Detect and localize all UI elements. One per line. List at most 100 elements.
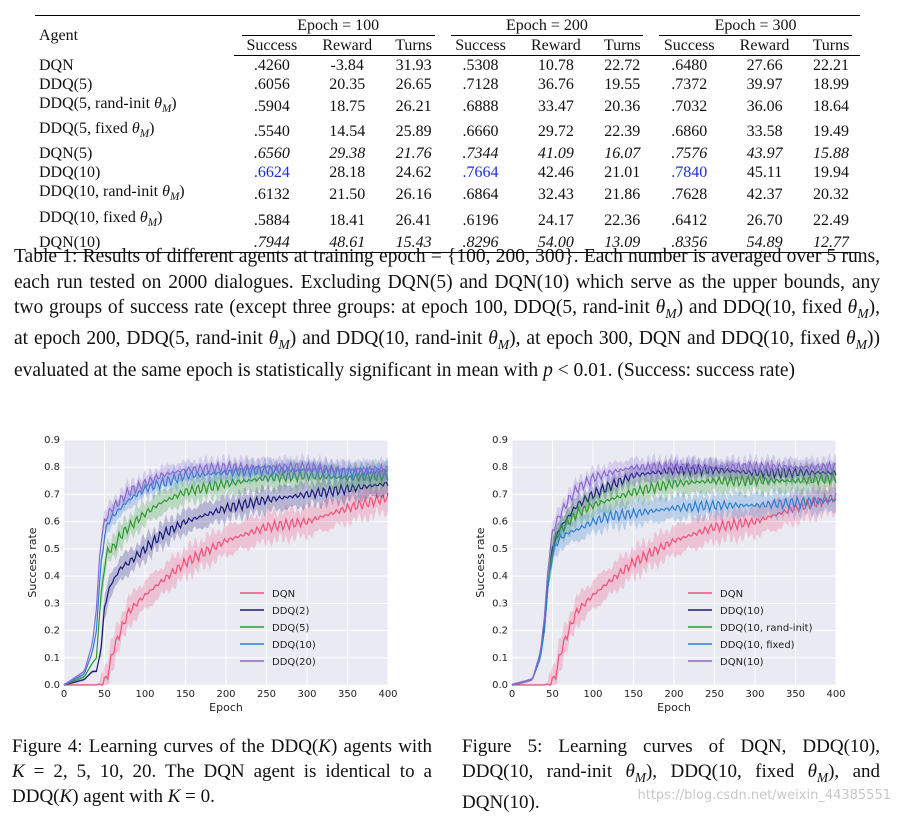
agent-name: DQN(5)	[39, 145, 93, 163]
table-cell: .5308	[462, 57, 499, 74]
legend-entry: DQN	[720, 589, 743, 600]
agent-name: DDQ(10, rand-init θM)	[39, 183, 185, 204]
table-cell: 20.36	[604, 98, 641, 116]
y-tick-label: 0.2	[492, 626, 508, 637]
table-row: DDQ(5) .6056 20.35 26.65 .7128 36.76 19.55 .737…	[35, 75, 860, 94]
col-reward: Reward	[518, 36, 594, 56]
x-tick-label: 50	[98, 689, 111, 700]
table-cell: 12.77	[801, 232, 860, 253]
y-tick-label: 0.1	[44, 653, 60, 664]
x-tick-label: 350	[338, 689, 357, 700]
series-line	[64, 492, 389, 686]
legend-entry: DDQ(2)	[272, 606, 310, 617]
table-cell: 28.18	[329, 164, 366, 182]
table-cell: 22.72	[604, 57, 641, 74]
table-row: DQN .4260 -3.84 31.93 .5308 10.78 22.72 .6480 27…	[35, 56, 860, 76]
table-cell: 22.21	[812, 57, 849, 74]
figure-5-chart: 0.0 0.1 0.2 0.3 0.4 0.5 0.6 0.7 0.8 0.9 0 50 100 150 2…	[474, 435, 846, 714]
y-tick-label: 0.2	[44, 626, 60, 637]
table-cell: .6864	[462, 186, 499, 204]
agent-name: DDQ(5, fixed θM)	[39, 120, 155, 141]
table-cell: 19.49	[812, 123, 849, 141]
table-cell: 20.32	[812, 186, 849, 204]
series-band	[512, 484, 836, 685]
series-band	[64, 452, 388, 685]
table-cell: 26.41	[395, 211, 432, 229]
col-turns: Turns	[593, 36, 652, 56]
figure-4-caption: Figure 4: Learning curves of the DDQ(K) …	[12, 736, 432, 807]
epoch-group-100: Epoch = 100	[233, 15, 443, 36]
agent-name: DQN	[39, 56, 74, 74]
x-tick-label: 150	[624, 689, 643, 700]
table-cell: 42.46	[537, 164, 574, 182]
y-tick-label: 0.7	[492, 489, 508, 500]
table-cell: 26.65	[395, 76, 432, 93]
table-cell: .7944	[233, 232, 310, 253]
table-cell: 18.99	[812, 76, 849, 93]
col-turns: Turns	[801, 36, 860, 56]
x-axis-label: Epoch	[657, 701, 691, 714]
x-tick-label: 400	[378, 689, 397, 700]
y-tick-label: 0.1	[492, 653, 508, 664]
y-tick-label: 0.0	[492, 680, 508, 691]
table-cell: 36.06	[746, 98, 783, 116]
table-cell: 48.61	[309, 232, 385, 253]
series-band	[64, 476, 388, 685]
results-table: Agent Epoch = 100 Epoch = 200 Epoch = 30…	[35, 15, 860, 253]
table-row: DDQ(5, rand-init θM) .5904 18.75 26.21 .6888…	[35, 94, 860, 119]
table-caption: Table 1: Results of different agents at …	[14, 246, 880, 381]
x-tick-label: 250	[257, 689, 276, 700]
y-tick-label: 0.5	[44, 544, 60, 555]
table-cell: .5904	[253, 98, 290, 116]
table-cell: .4260	[253, 57, 290, 74]
x-tick-label: 200	[216, 689, 235, 700]
table-cell: 15.88	[812, 145, 849, 163]
table-row: DDQ(5, fixed θM) .5540 14.54 25.89 .6660 29.7…	[35, 119, 860, 144]
table-cell: .7628	[671, 186, 708, 204]
legend-entry: DDQ(10)	[720, 606, 764, 617]
y-tick-label: 0.6	[492, 517, 508, 528]
agent-header: Agent	[35, 15, 234, 56]
table-row: DQN(10) .7944 48.61 15.43.8296 54.00 13.09.83…	[35, 232, 860, 253]
figure-4-chart: 0.0 0.1 0.2 0.3 0.4 0.5 0.6 0.7 0.8 0.9 0 50 100 150 2…	[26, 435, 398, 714]
table-cell: .6560	[253, 145, 290, 163]
y-tick-label: 0.4	[44, 571, 60, 582]
y-tick-label: 0.0	[44, 680, 60, 691]
table-cell: 16.07	[604, 145, 641, 163]
x-tick-label: 100	[135, 689, 154, 700]
x-tick-label: 400	[826, 689, 845, 700]
table-cell: 19.94	[812, 164, 849, 182]
table-cell: 21.01	[604, 164, 641, 182]
figure-4: 0.0 0.1 0.2 0.3 0.4 0.5 0.6 0.7 0.8 0.9 0 50 100 150 2…	[10, 430, 410, 720]
y-tick-label: 0.7	[44, 489, 60, 500]
x-tick-label: 100	[583, 689, 602, 700]
table-cell: .6860	[671, 123, 708, 141]
table-cell: 14.54	[329, 123, 366, 141]
table-cell: 24.17	[537, 211, 574, 229]
table-cell: 54.00	[518, 232, 594, 253]
table-cell: .7664	[462, 164, 499, 182]
table-cell: .8296	[442, 232, 519, 253]
table-cell: 42.37	[746, 186, 783, 204]
table-cell: .6660	[462, 123, 499, 141]
col-reward: Reward	[727, 36, 802, 56]
legend-entry: DDQ(10)	[272, 640, 316, 651]
x-tick-label: 350	[786, 689, 805, 700]
col-success: Success	[442, 36, 519, 56]
col-turns: Turns	[384, 36, 443, 56]
table-cell: 26.16	[395, 186, 432, 204]
y-tick-label: 0.3	[492, 598, 508, 609]
legend-entry: DQN	[272, 589, 295, 600]
col-reward: Reward	[309, 36, 385, 56]
table-cell: .6624	[253, 164, 290, 182]
x-tick-label: 300	[745, 689, 764, 700]
table-cell: 26.70	[746, 211, 783, 229]
figure-5: 0.0 0.1 0.2 0.3 0.4 0.5 0.6 0.7 0.8 0.9 0 50 100 150 2…	[458, 430, 858, 720]
y-tick-label: 0.9	[44, 435, 60, 446]
table-cell: 54.89	[727, 232, 802, 253]
table-row: DDQ(10) .6624 28.18 24.62 .7664 42.46 21.01 .78…	[35, 163, 860, 182]
table-cell: 22.39	[604, 123, 641, 141]
table-row: DDQ(10, rand-init θM) .6132 21.50 26.16 .686…	[35, 182, 860, 207]
epoch-group-200: Epoch = 200	[442, 15, 652, 36]
table-cell: .7128	[462, 76, 499, 93]
